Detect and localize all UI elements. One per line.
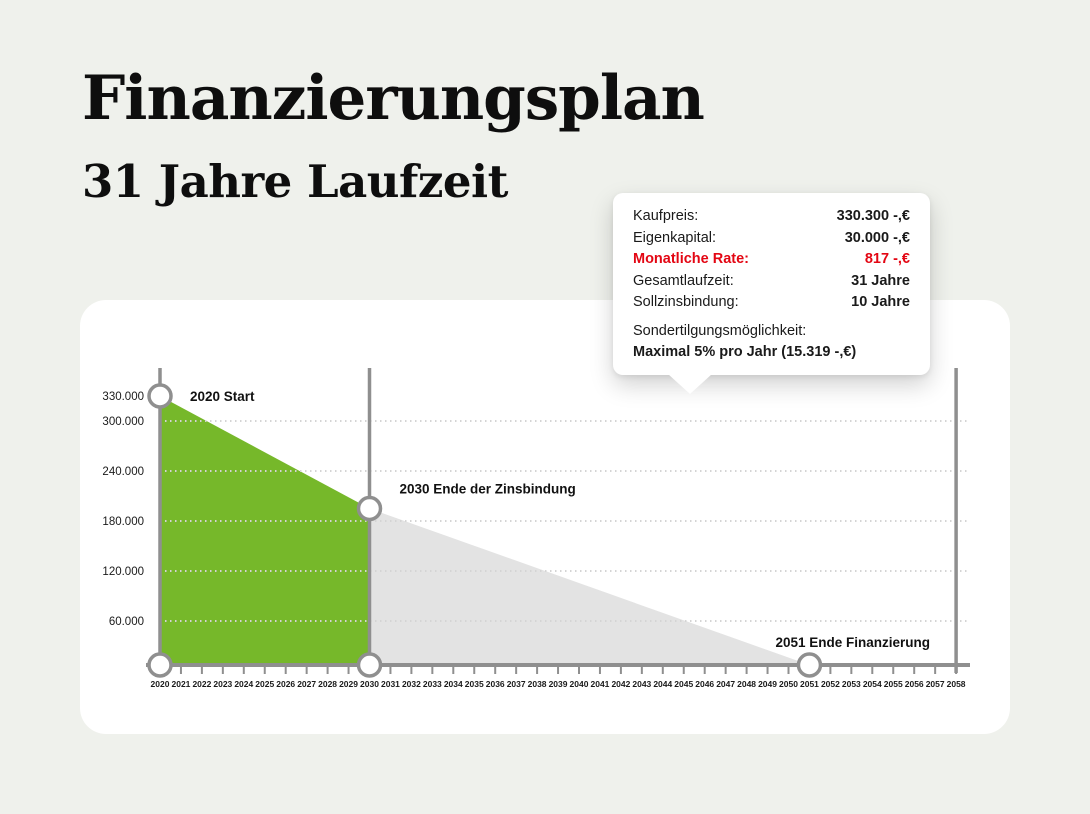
tooltip-footnote-label: Sondertilgungsmöglichkeit: [633, 322, 807, 339]
tooltip-row: Eigenkapital: 30.000 -,€ [633, 228, 910, 250]
x-tick-label-2054: 2054 [863, 679, 882, 689]
x-tick-label-2022: 2022 [192, 679, 211, 689]
x-tick-label-2020: 2020 [151, 679, 170, 689]
x-tick-label-2053: 2053 [842, 679, 861, 689]
y-axis-label-300000: 300.000 [102, 416, 144, 428]
tooltip-row: Sollzinsbindung: 10 Jahre [633, 292, 910, 314]
marker-2051-0 [796, 652, 823, 678]
marker-2030-195000 [356, 495, 383, 522]
x-tick-label-2041: 2041 [590, 679, 609, 689]
x-tick-label-2044: 2044 [653, 679, 672, 689]
tooltip-tail-pointer [668, 373, 712, 394]
tooltip-footnote: Sondertilgungsmöglichkeit: Maximal 5% pr… [633, 321, 910, 363]
x-tick-label-2042: 2042 [611, 679, 630, 689]
tooltip-row-label: Gesamtlaufzeit: [633, 272, 734, 289]
page-subtitle: 31 Jahre Laufzeit [82, 155, 508, 208]
x-tick-label-2038: 2038 [528, 679, 547, 689]
x-tick-label-2037: 2037 [507, 679, 526, 689]
tooltip-row-label: Kaufpreis: [633, 208, 699, 224]
x-tick-label-2039: 2039 [549, 679, 568, 689]
x-tick-label-2045: 2045 [674, 679, 693, 689]
tooltip-rows: Kaufpreis: 330.300 -,€ Eigenkapital: 30.000… [633, 206, 910, 314]
x-tick-label-2028: 2028 [318, 679, 337, 689]
tooltip-row-label: Monatliche Rate: [633, 251, 750, 267]
x-tick-label-2058: 2058 [947, 679, 966, 689]
x-tick-label-2040: 2040 [570, 679, 589, 689]
x-tick-label-2036: 2036 [486, 679, 505, 689]
x-tick-label-2043: 2043 [632, 679, 651, 689]
annotation-2020: 2020 Start [190, 389, 255, 404]
tooltip-row-value: 30.000 -,€ [844, 229, 910, 246]
x-tick-label-2050: 2050 [779, 679, 798, 689]
financing-info-tooltip: Kaufpreis: 330.300 -,€ Eigenkapital: 30.000… [613, 193, 930, 394]
tooltip-row-label: Sollzinsbindung: [633, 294, 739, 310]
x-tick-label-2052: 2052 [821, 679, 840, 689]
x-tick-label-2046: 2046 [695, 679, 714, 689]
y-axis-label-120000: 120.000 [102, 566, 144, 578]
x-tick-label-2057: 2057 [926, 679, 945, 689]
x-tick-label-2051: 2051 [800, 679, 819, 689]
tooltip-row-value: 330.300 -,€ [836, 208, 910, 224]
page-title: Finanzierungsplan [82, 63, 705, 134]
x-tick-label-2035: 2035 [465, 679, 484, 689]
tooltip-row-value: 10 Jahre [851, 294, 910, 310]
x-tick-label-2056: 2056 [905, 679, 924, 689]
tooltip-row: Monatliche Rate: 817 -,€ [633, 249, 910, 271]
x-tick-label-2021: 2021 [171, 679, 190, 689]
y-axis-label-180000: 180.000 [102, 516, 144, 528]
tooltip-row: Gesamtlaufzeit: 31 Jahre [633, 271, 910, 293]
tooltip-footnote-value: Maximal 5% pro Jahr (15.319 -,€) [633, 343, 857, 360]
x-tick-label-2049: 2049 [758, 679, 777, 689]
x-tick-label-2055: 2055 [884, 679, 903, 689]
x-tick-label-2048: 2048 [737, 679, 756, 689]
x-tick-label-2034: 2034 [444, 679, 463, 689]
tooltip-row-value: 817 -,€ [864, 251, 910, 267]
marker-2020-330000 [147, 383, 173, 409]
tooltip-row-value: 31 Jahre [851, 272, 910, 289]
chart-area-restlaufzeit [369, 508, 810, 665]
x-tick-label-2030: 2030 [360, 679, 379, 689]
y-axis-label-240000: 240.000 [102, 466, 144, 478]
annotation-2030: 2030 Ende der Zinsbindung [400, 482, 576, 497]
x-tick-label-2027: 2027 [297, 679, 316, 689]
x-tick-label-2025: 2025 [255, 679, 274, 689]
x-tick-label-2047: 2047 [716, 679, 735, 689]
x-tick-label-2026: 2026 [276, 679, 295, 689]
x-tick-label-2033: 2033 [423, 679, 442, 689]
tooltip-row: Kaufpreis: 330.300 -,€ [633, 206, 910, 228]
x-tick-label-2029: 2029 [339, 679, 358, 689]
marker-2020-0 [147, 652, 173, 678]
annotation-2051: 2051 Ende Finanzierung [775, 635, 930, 650]
x-tick-label-2024: 2024 [234, 679, 253, 689]
loan-amortization-chart: 2020 2021 2022 2023 2024 2025 2026 2027 2028 2029… [102, 368, 970, 689]
tooltip-row-label: Eigenkapital: [633, 229, 717, 246]
y-axis-label-60000: 60.000 [109, 616, 144, 628]
marker-2030-0 [356, 652, 383, 678]
x-tick-label-2032: 2032 [402, 679, 421, 689]
chart-area-zinsbindung [160, 396, 370, 665]
y-axis-label-330000: 330.000 [102, 391, 144, 403]
x-tick-label-2031: 2031 [381, 679, 400, 689]
x-tick-label-2023: 2023 [213, 679, 232, 689]
